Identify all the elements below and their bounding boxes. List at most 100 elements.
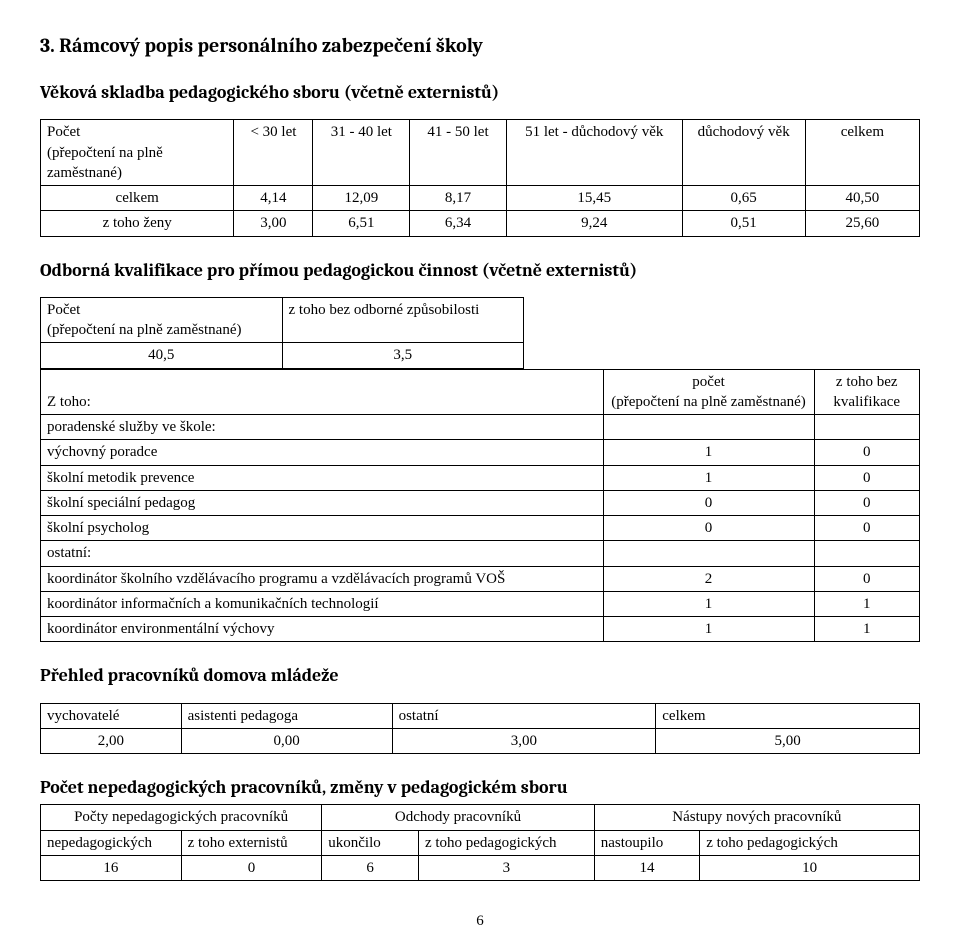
t2b-h3b: kvalifikace (833, 394, 900, 410)
table-row: poradenské služby ve škole: (41, 415, 920, 440)
page-number: 6 (40, 911, 920, 931)
t4-v5: 14 (594, 855, 699, 880)
t1-r0-v2: 12,09 (313, 186, 410, 211)
t2b-r2-v1: 1 (603, 465, 814, 490)
t4-s5: nastoupilo (594, 830, 699, 855)
table-age-structure: Počet (přepočtení na plně zaměstnané) < … (40, 119, 920, 236)
t1-r0-label: celkem (41, 186, 234, 211)
t2b-r6-v2: 0 (814, 566, 920, 591)
t2b-r4-v1: 0 (603, 516, 814, 541)
table-row: školní speciální pedagog 0 0 (41, 490, 920, 515)
table-row: výchovný poradce 1 0 (41, 440, 920, 465)
t2b-r4-v2: 0 (814, 516, 920, 541)
table-row: koordinátor environmentální výchovy 1 1 (41, 617, 920, 642)
t2b-r0-label: poradenské služby ve škole: (41, 415, 604, 440)
t4-s1: nepedagogických (41, 830, 182, 855)
table-row: koordinátor školního vzdělávacího progra… (41, 566, 920, 591)
t4-top-h2: Odchody pracovníků (322, 805, 594, 830)
t2b-r3-v2: 0 (814, 490, 920, 515)
t1-r0-v5: 0,65 (682, 186, 805, 211)
t2b-h2b: (přepočtení na plně zaměstnané) (611, 394, 806, 410)
t2b-h2a: počet (692, 374, 724, 390)
t4-v3: 6 (322, 855, 419, 880)
t2b-r6-v1: 2 (603, 566, 814, 591)
t4-s3: ukončilo (322, 830, 419, 855)
t1-r1-v4: 9,24 (506, 211, 682, 236)
t2b-h3a: z toho bez (836, 374, 898, 390)
t2b-r2-v2: 0 (814, 465, 920, 490)
table-row: ostatní: (41, 541, 920, 566)
t2a-h2: z toho bez odborné způsobilosti (282, 297, 524, 343)
t3-v1: 2,00 (41, 728, 182, 753)
t4-top-h1: Počty nepedagogických pracovníků (41, 805, 322, 830)
t2b-r0-v2 (814, 415, 920, 440)
t2b-r1-v2: 0 (814, 440, 920, 465)
t2b-r5-v2 (814, 541, 920, 566)
table-dorm-staff: vychovatelé asistenti pedagoga ostatní c… (40, 703, 920, 755)
section-title: 3. Rámcový popis personálního zabezpečen… (40, 32, 920, 59)
t2b-r4-label: školní psycholog (41, 516, 604, 541)
t2b-h2: počet (přepočtení na plně zaměstnané) (603, 369, 814, 415)
t3-h3: ostatní (392, 703, 656, 728)
table-row: koordinátor informačních a komunikačních… (41, 591, 920, 616)
t2b-h1: Z toho: (41, 369, 604, 415)
table-row: školní psycholog 0 0 (41, 516, 920, 541)
t2b-r1-label: výchovný poradce (41, 440, 604, 465)
t2b-r8-label: koordinátor environmentální výchovy (41, 617, 604, 642)
t2b-h3: z toho bez kvalifikace (814, 369, 920, 415)
t2a-h1: Počet (přepočtení na plně zaměstnané) (41, 297, 283, 343)
t4-top-h3: Nástupy nových pracovníků (594, 805, 919, 830)
t1-head-col1a: Počet (47, 124, 80, 140)
t3-h2: asistenti pedagoga (181, 703, 392, 728)
t1-r0-v6: 40,50 (805, 186, 919, 211)
subheading-qualification: Odborná kvalifikace pro přímou pedagogic… (40, 259, 920, 283)
t2a-h1a: Počet (47, 302, 80, 318)
t1-r1-v6: 25,60 (805, 211, 919, 236)
t2b-r3-label: školní speciální pedagog (41, 490, 604, 515)
t4-v1: 16 (41, 855, 182, 880)
t2b-r2-label: školní metodik prevence (41, 465, 604, 490)
t1-r0-v4: 15,45 (506, 186, 682, 211)
t1-r0-v3: 8,17 (410, 186, 507, 211)
t2a-v1: 40,5 (41, 343, 283, 368)
t1-h3: 41 - 50 let (410, 120, 507, 186)
table-nonteaching: Počty nepedagogických pracovníků Odchody… (40, 804, 920, 881)
t4-s6: z toho pedagogických (700, 830, 920, 855)
table-qualification-detail: Z toho: počet (přepočtení na plně zaměst… (40, 369, 920, 643)
subheading-nonteaching: Počet nepedagogických pracovníků, změny … (40, 776, 920, 800)
t4-v6: 10 (700, 855, 920, 880)
t3-v3: 3,00 (392, 728, 656, 753)
t2b-r6-label: koordinátor školního vzdělávacího progra… (41, 566, 604, 591)
t2a-v2: 3,5 (282, 343, 524, 368)
t2b-r7-v2: 1 (814, 591, 920, 616)
t1-r1-v2: 6,51 (313, 211, 410, 236)
t2b-r3-v1: 0 (603, 490, 814, 515)
t2b-r5-v1 (603, 541, 814, 566)
t1-h5: důchodový věk (682, 120, 805, 186)
t2b-r7-v1: 1 (603, 591, 814, 616)
t4-v4: 3 (418, 855, 594, 880)
t1-r0-v1: 4,14 (234, 186, 313, 211)
t1-head-col1b: (přepočtení na plně zaměstnané) (47, 145, 163, 181)
t2b-r5-label: ostatní: (41, 541, 604, 566)
t3-h4: celkem (656, 703, 920, 728)
t1-r1-v1: 3,00 (234, 211, 313, 236)
t4-s4: z toho pedagogických (418, 830, 594, 855)
table-row: z toho ženy 3,00 6,51 6,34 9,24 0,51 25,… (41, 211, 920, 236)
subheading-age: Věková skladba pedagogického sboru (včet… (40, 81, 920, 105)
table-qualification-summary: Počet (přepočtení na plně zaměstnané) z … (40, 297, 524, 369)
t1-h6: celkem (805, 120, 919, 186)
t2b-r1-v1: 1 (603, 440, 814, 465)
t3-h1: vychovatelé (41, 703, 182, 728)
t3-v2: 0,00 (181, 728, 392, 753)
t1-h2: 31 - 40 let (313, 120, 410, 186)
t2b-r0-v1 (603, 415, 814, 440)
t2b-r8-v2: 1 (814, 617, 920, 642)
t1-r1-v5: 0,51 (682, 211, 805, 236)
t1-head-col1: Počet (přepočtení na plně zaměstnané) (41, 120, 234, 186)
subheading-dorm: Přehled pracovníků domova mládeže (40, 664, 920, 688)
t2b-r7-label: koordinátor informačních a komunikačních… (41, 591, 604, 616)
t1-h1: < 30 let (234, 120, 313, 186)
t1-h4: 51 let - důchodový věk (506, 120, 682, 186)
t4-v2: 0 (181, 855, 322, 880)
